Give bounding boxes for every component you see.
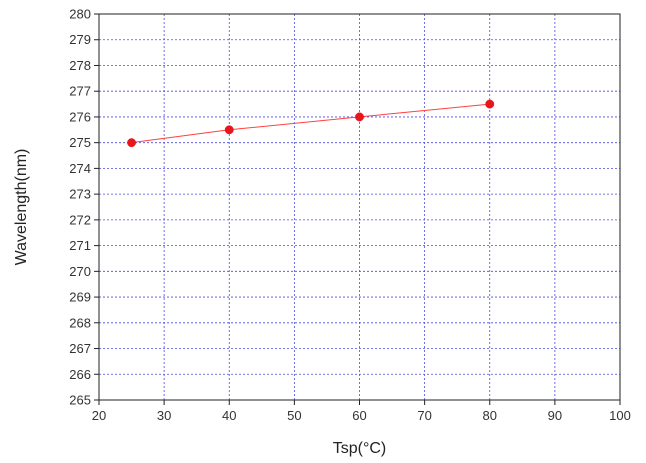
- y-tick-label: 268: [69, 315, 91, 330]
- y-tick-label: 278: [69, 58, 91, 73]
- series-line: [131, 103, 490, 144]
- data-point: [127, 138, 137, 148]
- x-tick-label: 30: [157, 408, 171, 423]
- grid: [99, 14, 620, 400]
- y-tick-label: 276: [69, 109, 91, 124]
- x-tick-label: 100: [609, 408, 631, 423]
- y-tick-label: 273: [69, 187, 91, 202]
- x-tick-label: 70: [417, 408, 431, 423]
- x-tick-label: 60: [352, 408, 366, 423]
- plot-frame: [98, 13, 621, 401]
- x-tick-label: 40: [222, 408, 236, 423]
- y-tick-label: 277: [69, 84, 91, 99]
- y-tick-label: 265: [69, 393, 91, 408]
- data-point: [224, 125, 234, 135]
- series-layer: [127, 99, 495, 148]
- x-tick-label: 50: [287, 408, 301, 423]
- y-tick-label: 269: [69, 290, 91, 305]
- y-tick-label: 271: [69, 238, 91, 253]
- data-point: [355, 112, 364, 122]
- y-tick-label: 279: [69, 32, 91, 47]
- y-tick-label: 274: [69, 161, 91, 176]
- y-tick-label: 266: [69, 367, 91, 382]
- data-point: [485, 99, 495, 109]
- x-axis-title: Tsp(°C): [333, 440, 387, 457]
- x-tick-label: 20: [92, 408, 106, 423]
- x-tick-label: 80: [483, 408, 497, 423]
- y-tick-label: 272: [69, 212, 91, 227]
- y-tick-label: 270: [69, 264, 91, 279]
- y-tick-label: 275: [69, 135, 91, 150]
- y-axis-title: Wavelength(nm): [13, 149, 30, 266]
- y-tick-label: 280: [69, 7, 91, 22]
- x-tick-label: 90: [548, 408, 562, 423]
- y-tick-label: 267: [69, 341, 91, 356]
- axis-ticks: 20 30 40 50 60 70 80 90 100 265 266 267 268 269 270 271…: [69, 7, 631, 424]
